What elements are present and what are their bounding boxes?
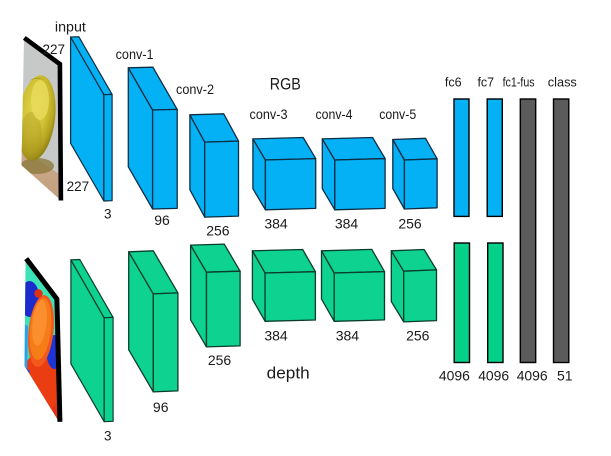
svg-text:384: 384 bbox=[336, 328, 360, 344]
svg-text:class: class bbox=[548, 76, 577, 90]
svg-text:3: 3 bbox=[104, 206, 112, 221]
svg-text:fc7: fc7 bbox=[477, 76, 494, 90]
svg-text:256: 256 bbox=[208, 352, 232, 368]
svg-text:input: input bbox=[55, 19, 86, 34]
svg-text:384: 384 bbox=[264, 215, 288, 231]
svg-text:256: 256 bbox=[406, 328, 430, 344]
svg-text:4096: 4096 bbox=[517, 368, 548, 384]
svg-text:conv-1: conv-1 bbox=[116, 47, 154, 62]
svg-text:4096: 4096 bbox=[478, 368, 509, 384]
svg-text:256: 256 bbox=[206, 223, 230, 239]
svg-text:227: 227 bbox=[67, 179, 90, 194]
svg-text:conv-5: conv-5 bbox=[379, 107, 416, 122]
svg-text:3: 3 bbox=[104, 429, 112, 444]
svg-text:conv-2: conv-2 bbox=[176, 82, 214, 97]
svg-text:fc1-fus: fc1-fus bbox=[503, 76, 535, 90]
svg-text:256: 256 bbox=[398, 215, 422, 231]
svg-text:conv-3: conv-3 bbox=[250, 107, 288, 122]
svg-text:384: 384 bbox=[335, 215, 359, 231]
svg-text:96: 96 bbox=[153, 399, 169, 415]
svg-text:384: 384 bbox=[264, 328, 288, 344]
svg-text:depth: depth bbox=[267, 363, 310, 382]
svg-text:51: 51 bbox=[557, 368, 573, 384]
svg-text:227: 227 bbox=[43, 42, 66, 57]
svg-text:4096: 4096 bbox=[439, 368, 470, 384]
svg-text:fc6: fc6 bbox=[445, 76, 462, 90]
svg-text:conv-4: conv-4 bbox=[316, 107, 353, 122]
svg-text:96: 96 bbox=[154, 212, 170, 228]
svg-text:RGB: RGB bbox=[270, 75, 301, 94]
